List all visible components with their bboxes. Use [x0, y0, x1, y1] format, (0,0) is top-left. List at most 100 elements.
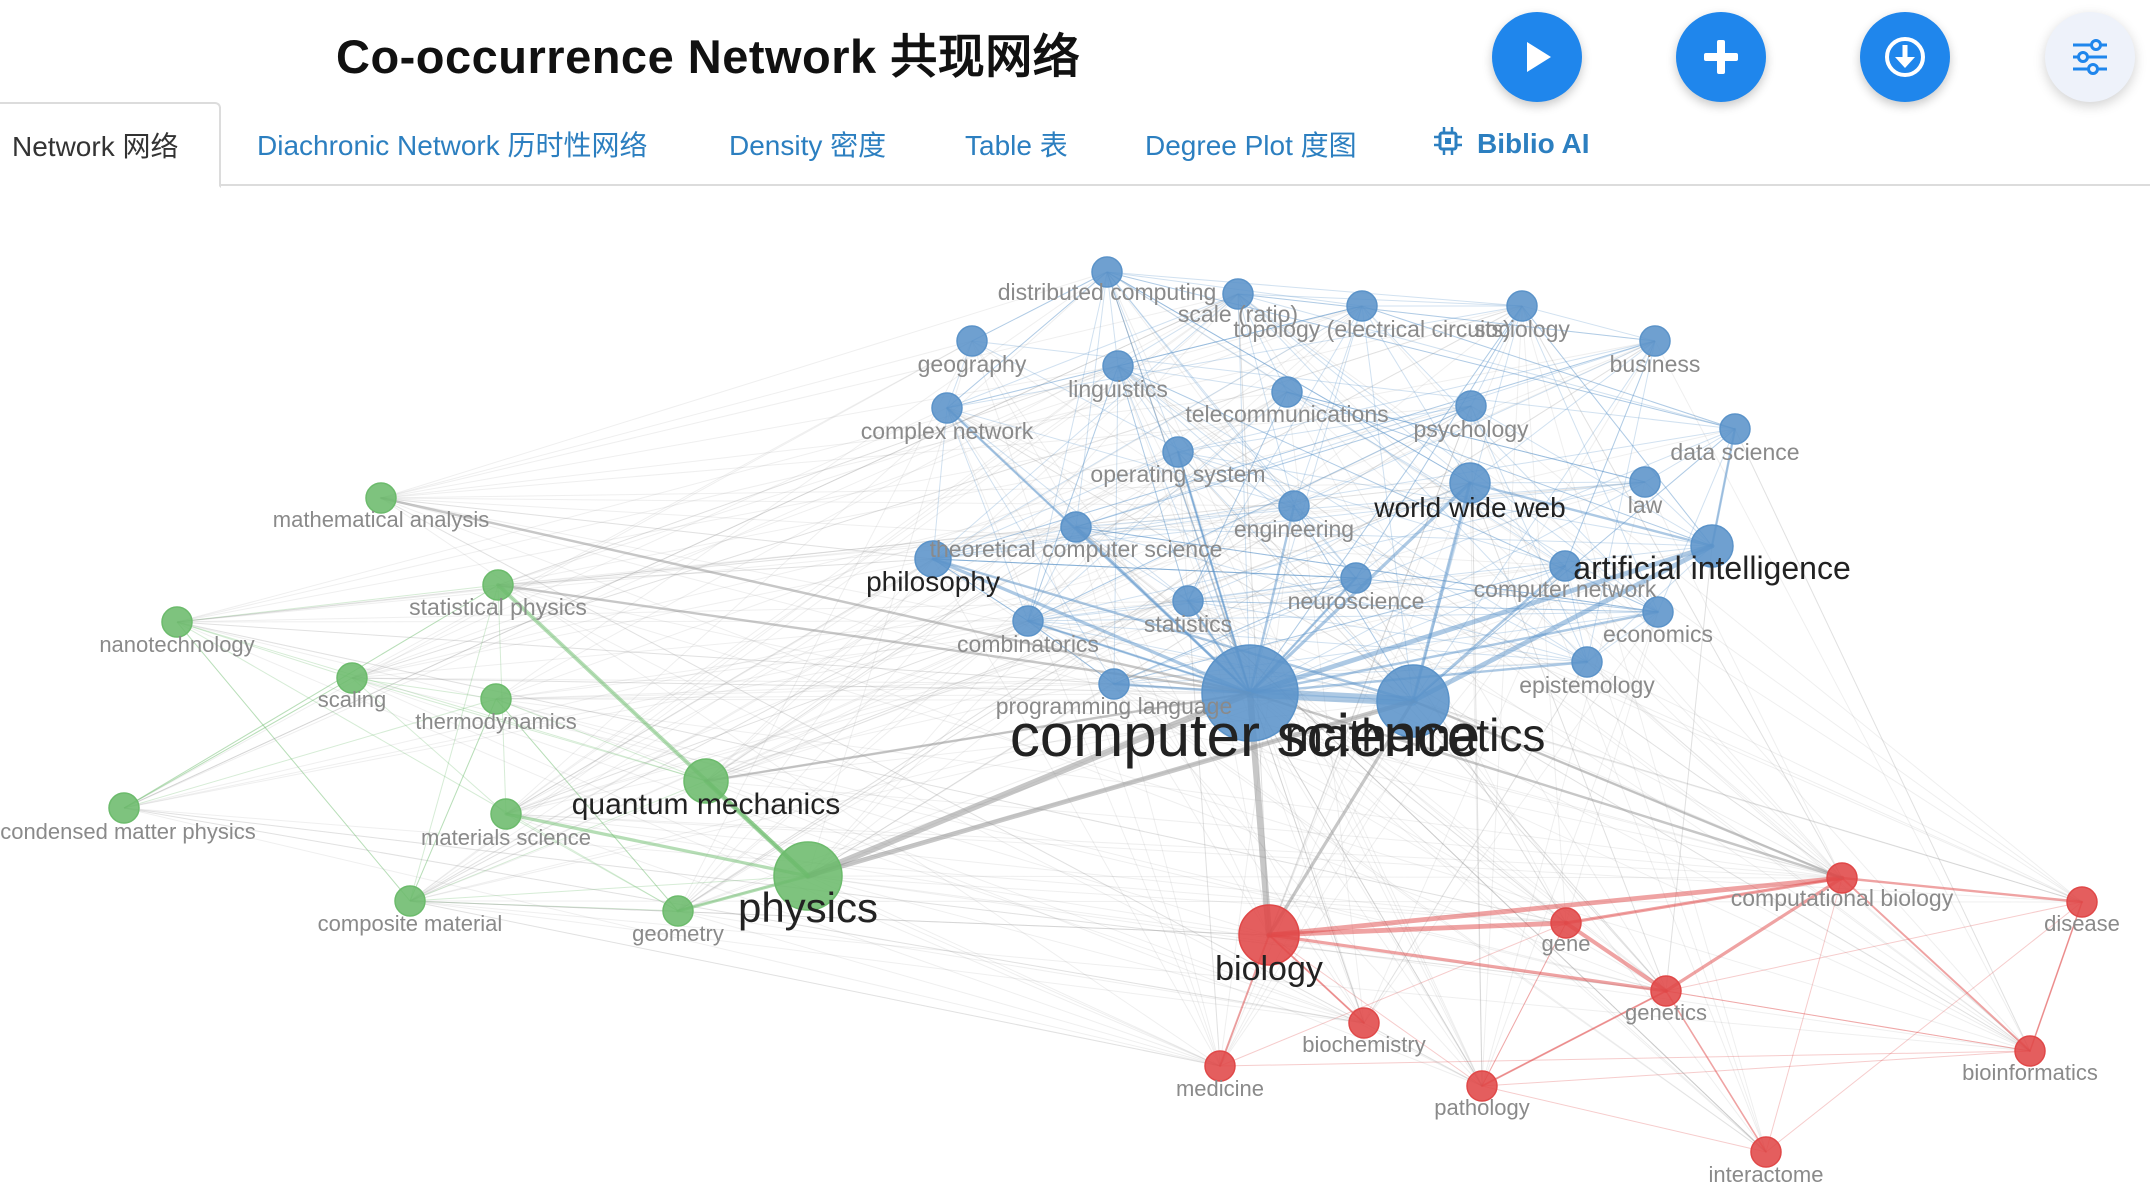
edge [705, 600, 1189, 782]
edge [1219, 482, 1471, 1067]
node-statistical-physics[interactable] [482, 569, 514, 601]
node-bioinformatics[interactable] [2014, 1035, 2046, 1067]
node-engineering[interactable] [1278, 490, 1310, 522]
edge [505, 365, 1119, 815]
node-philosophy[interactable] [914, 540, 952, 578]
node-operating-system[interactable] [1162, 436, 1194, 468]
play-button[interactable] [1492, 12, 1582, 102]
tab-density[interactable]: Density 密度 [729, 102, 886, 186]
node-medicine[interactable] [1204, 1050, 1236, 1082]
tab-diachronic-network[interactable]: Diachronic Network 历时性网络 [257, 102, 648, 186]
node-scaling[interactable] [336, 662, 368, 694]
edge [505, 813, 679, 912]
node-computational-biology[interactable] [1826, 862, 1858, 894]
edge-physics--statistical-physics [496, 583, 810, 878]
node-mathematics[interactable] [1376, 664, 1450, 738]
node-linguistics[interactable] [1102, 350, 1134, 382]
edge [1249, 305, 1523, 694]
node-label-mathematics: mathematics [1285, 709, 1546, 761]
edge [1177, 451, 1414, 702]
edge [495, 451, 1179, 700]
edge [1644, 481, 1843, 879]
node-world-wide-web[interactable] [1449, 462, 1491, 504]
node-genetics[interactable] [1650, 975, 1682, 1007]
node-law[interactable] [1629, 466, 1661, 498]
settings-button[interactable] [2045, 12, 2135, 102]
edge [971, 271, 1108, 342]
node-nanotechnology[interactable] [161, 606, 193, 638]
tab-biblio-ai[interactable]: Biblio AI [1433, 102, 1590, 186]
edge [505, 271, 1108, 815]
edge [123, 293, 1239, 809]
node-artificial-intelligence[interactable] [1690, 524, 1734, 568]
edge-mathematics--physics [805, 698, 1416, 879]
node-label-statistical-physics: statistical physics [409, 594, 587, 620]
tab-network[interactable]: Network 网络 [0, 102, 221, 188]
edge [1187, 391, 1288, 602]
node-combinatorics[interactable] [1012, 605, 1044, 637]
node-mathematical-analysis[interactable] [365, 482, 397, 514]
edge [1113, 428, 1736, 685]
edge [1564, 340, 1656, 567]
edge [409, 558, 934, 902]
edge [1117, 365, 1179, 453]
node-label-mathematical-analysis: mathematical analysis [273, 507, 489, 532]
node-disease[interactable] [2066, 886, 2098, 918]
node-geometry[interactable] [662, 895, 694, 927]
node-physics[interactable] [773, 841, 843, 911]
edge [1106, 271, 2083, 903]
node-composite-material[interactable] [394, 885, 426, 917]
tab-degree-plot[interactable]: Degree Plot 度图 [1145, 102, 1357, 186]
node-economics[interactable] [1642, 596, 1674, 628]
edge [1113, 577, 1357, 685]
edge [380, 497, 1221, 1067]
edge [1521, 305, 1843, 879]
node-scale-ratio[interactable] [1222, 278, 1254, 310]
node-geography[interactable] [956, 325, 988, 357]
node-biology[interactable] [1238, 904, 1300, 966]
edge-mathematics--world-wide-web [1411, 481, 1472, 703]
node-business[interactable] [1639, 325, 1671, 357]
node-statistics[interactable] [1172, 585, 1204, 617]
download-button[interactable] [1860, 12, 1950, 102]
node-topology-electrical-circuits[interactable] [1346, 290, 1378, 322]
edge [946, 407, 2083, 903]
node-computer-network[interactable] [1549, 550, 1581, 582]
edge [1075, 526, 1588, 663]
node-interactome[interactable] [1750, 1136, 1782, 1168]
node-psychology[interactable] [1455, 390, 1487, 422]
node-epistemology[interactable] [1571, 646, 1603, 678]
tab-label: Degree Plot 度图 [1145, 130, 1357, 161]
tab-table[interactable]: Table 表 [965, 102, 1068, 186]
node-programming-language[interactable] [1098, 668, 1130, 700]
node-label-quantum-mechanics: quantum mechanics [572, 788, 840, 821]
node-complex-network[interactable] [931, 392, 963, 424]
node-condensed-matter-physics[interactable] [108, 792, 140, 824]
edge [932, 558, 1029, 622]
edge [946, 407, 1295, 507]
node-sociology[interactable] [1506, 290, 1538, 322]
network-graph[interactable]: computer science mathematics artificial in… [0, 186, 2150, 1197]
node-computer-science[interactable] [1201, 644, 1299, 742]
node-data-science[interactable] [1719, 413, 1751, 445]
node-theoretical-computer-science[interactable] [1060, 511, 1092, 543]
node-gene[interactable] [1550, 907, 1582, 939]
edge [1177, 451, 1221, 1067]
edge [1481, 481, 1646, 1087]
node-thermodynamics[interactable] [480, 683, 512, 715]
node-telecommunications[interactable] [1271, 376, 1303, 408]
node-distributed-computing[interactable] [1091, 256, 1123, 288]
edge [123, 340, 973, 809]
node-quantum-mechanics[interactable] [683, 758, 729, 804]
node-neuroscience[interactable] [1340, 562, 1372, 594]
node-label-theoretical-computer-science: theoretical computer science [930, 536, 1223, 562]
edge [1469, 481, 1646, 484]
edge [176, 621, 1251, 694]
add-button[interactable] [1676, 12, 1766, 102]
node-materials-science[interactable] [490, 798, 522, 830]
node-biochemistry[interactable] [1348, 1007, 1380, 1039]
edge [176, 305, 1523, 623]
edge [1564, 340, 1656, 567]
node-pathology[interactable] [1466, 1070, 1498, 1102]
edge [1106, 271, 1736, 430]
